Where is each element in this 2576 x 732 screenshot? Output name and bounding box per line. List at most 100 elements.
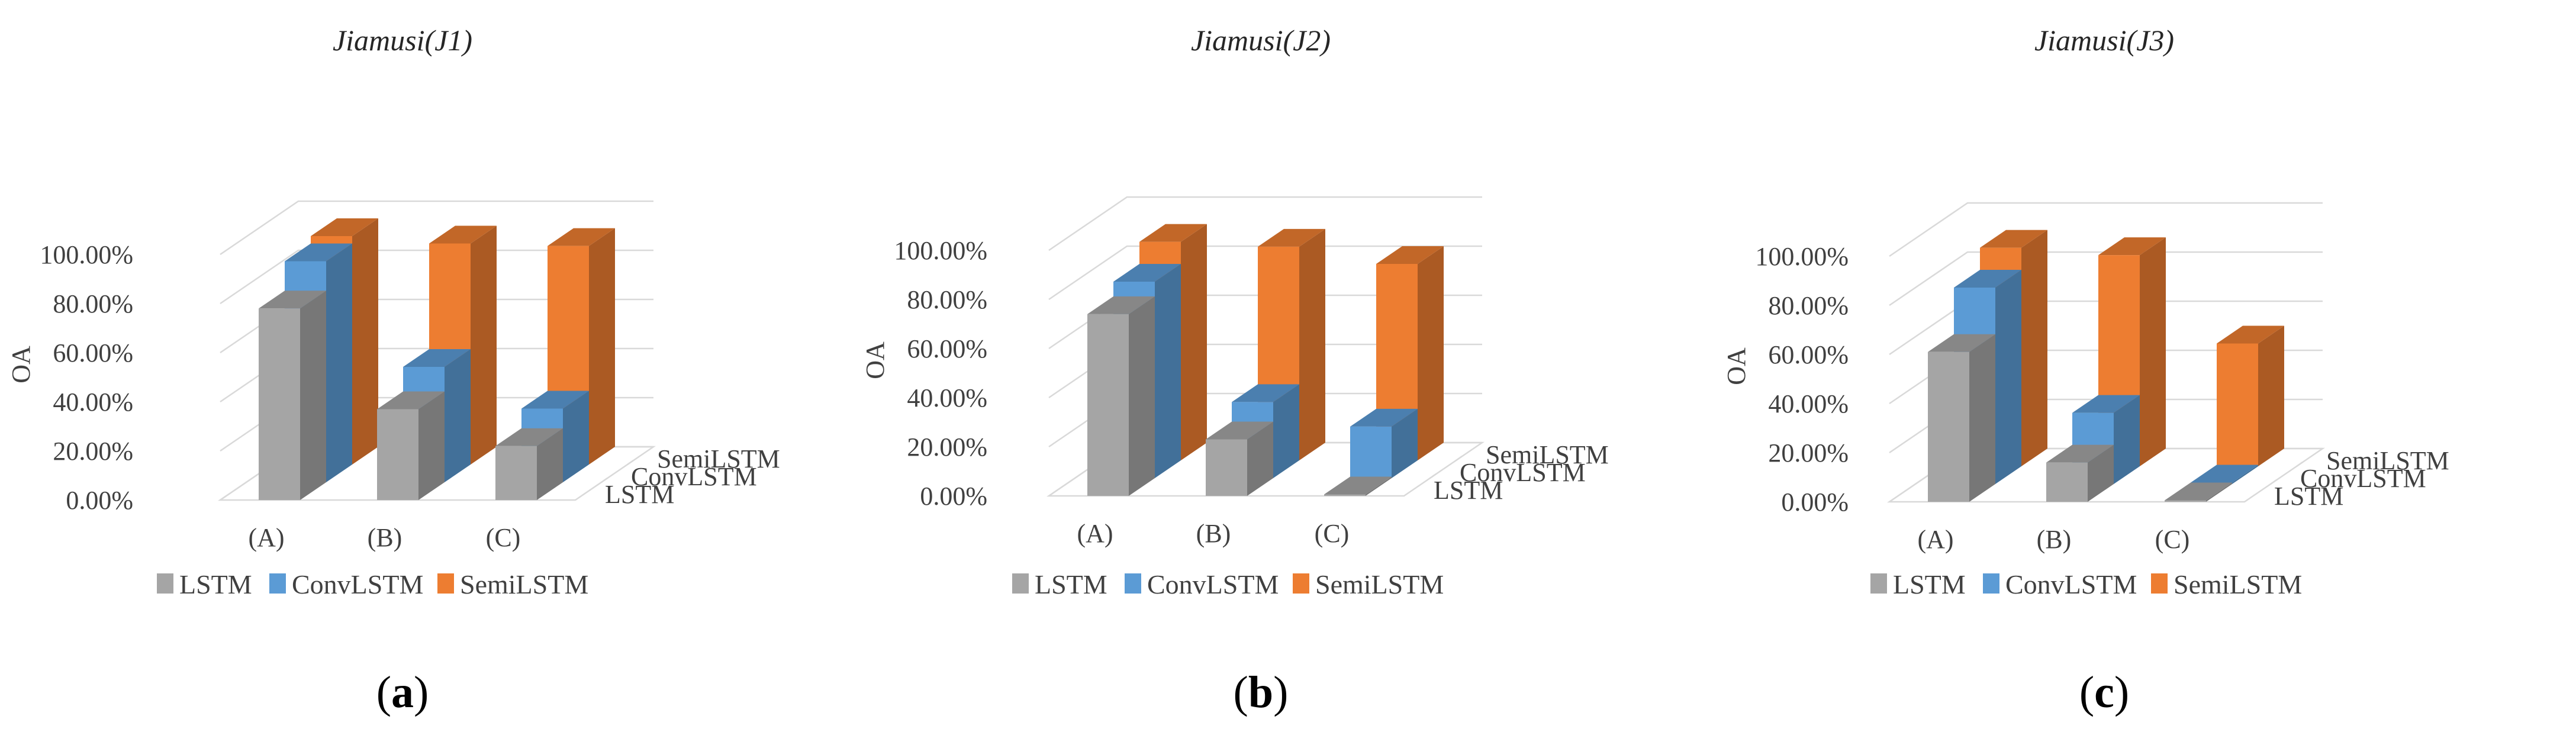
bar-top [2191,465,2258,483]
y-tick-label: 40.00% [1768,389,1849,418]
bar-lstm-2 [2165,482,2232,502]
category-label: (A) [1917,525,1953,554]
bar-lstm-1 [2046,444,2114,502]
bar-top [429,225,497,244]
depth-label: SemiLSTM [1486,440,1609,469]
y-tick-label: 80.00% [1768,291,1849,320]
y-axis-label: OA [861,341,890,379]
bar-front [1324,494,1366,496]
y-tick-label: 100.00% [1755,242,1849,271]
bar-side [2114,395,2140,484]
y-tick-label: 20.00% [907,433,987,462]
bar-side [2232,465,2258,484]
bar-front [1206,439,1247,496]
bar-side [563,391,589,482]
depth-label: SemiLSTM [2326,446,2449,475]
floor-divider [1456,455,1463,462]
bar-top [403,349,471,367]
bar-top [259,291,326,309]
bar-lstm-2 [495,428,563,500]
y-tick-label: 40.00% [53,388,133,417]
y-tick-label: 80.00% [53,289,133,318]
bar-side [1366,476,1392,496]
bar-lstm-2 [1324,476,1392,496]
legend-swatch-semilstm [1293,573,1309,594]
legend-label-convlstm: ConvLSTM [2005,569,2137,599]
bar-side [2088,444,2114,502]
y-tick-label: 60.00% [907,334,987,363]
panel-caption: (b) [1234,667,1289,717]
bar-side [1155,264,1181,478]
bar-front [1350,426,1392,478]
bar-semilstm-2 [2217,325,2284,466]
y-tick-label: 20.00% [53,437,133,466]
floor-divider [627,459,634,466]
legend-swatch-convlstm [269,573,286,594]
bar-side [1247,421,1273,496]
bar-side [1129,296,1155,496]
chart-b: Jiamusi(J2) 0.00% 20.00% 40.00% 60.00% 80.00%… [861,24,1609,717]
bar-top [1980,230,2047,248]
depth-label: ConvLSTM [2300,464,2426,493]
depth-label: ConvLSTM [1460,458,1586,487]
bar-side [537,428,563,500]
bar-front [2217,343,2258,466]
bar-top [2165,482,2232,501]
floor-divider [2296,461,2303,467]
bar-top [2217,325,2284,344]
depth-label: LSTM [605,480,674,509]
bar-side [1273,384,1299,478]
gridline [220,249,653,305]
bar-front [1928,352,1969,502]
legend-swatch-convlstm [1983,573,1999,594]
bar-convlstm-2 [2191,465,2258,484]
bar-lstm-0 [1087,296,1155,496]
legend-label-semilstm: SemiLSTM [2174,569,2302,599]
bar-side [300,291,326,500]
bar-top [2098,237,2166,256]
legend: LSTM ConvLSTM SemiLSTM [157,569,588,599]
bar-side [2206,482,2232,502]
bar-front [1087,314,1129,496]
y-tick-label: 0.00% [1781,488,1849,517]
panel-caption: (a) [376,667,429,717]
y-tick-label: 100.00% [894,236,987,265]
legend-label-convlstm: ConvLSTM [1147,569,1279,599]
bar-top [521,391,589,409]
chart-title: Jiamusi(J1) [333,24,472,57]
legend-swatch-lstm [1870,573,1887,594]
y-tick-label: 20.00% [1768,438,1849,467]
category-label: (A) [1077,519,1113,548]
y-tick-label: 0.00% [920,482,987,511]
bar-top [1324,476,1392,495]
bar-side [589,228,615,465]
y-tick-label: 0.00% [66,486,133,515]
bar-top [1258,228,1325,247]
bar-side [1995,270,2021,484]
gridline [1889,251,2323,307]
bar-side [2140,237,2166,466]
legend-label-lstm: LSTM [1893,569,1966,599]
bar-lstm-0 [259,291,326,500]
bar-top [1087,296,1155,314]
bar-top [311,218,378,236]
y-tick-label: 100.00% [40,240,133,269]
category-label: (C) [486,523,521,552]
chart-c: Jiamusi(J3) 0.00% 20.00% 40.00% 60.00% 80.00%… [1722,24,2449,717]
bar-side [445,349,471,482]
chart-title: Jiamusi(J2) [1191,24,1331,57]
bar-lstm-0 [1928,334,1995,502]
y-tick-label: 40.00% [907,383,987,412]
category-label: (B) [2037,525,2072,554]
gridline [1048,196,1482,251]
bar-top [285,243,352,262]
bar-top [377,391,445,409]
panel-caption: (c) [2079,667,2129,717]
y-tick-label: 60.00% [1768,340,1849,369]
bar-side [1969,334,1995,502]
legend-swatch-convlstm [1125,573,1141,594]
bar-top [1139,224,1207,242]
category-label: (B) [1196,519,1231,548]
bar-top [1376,246,1444,264]
